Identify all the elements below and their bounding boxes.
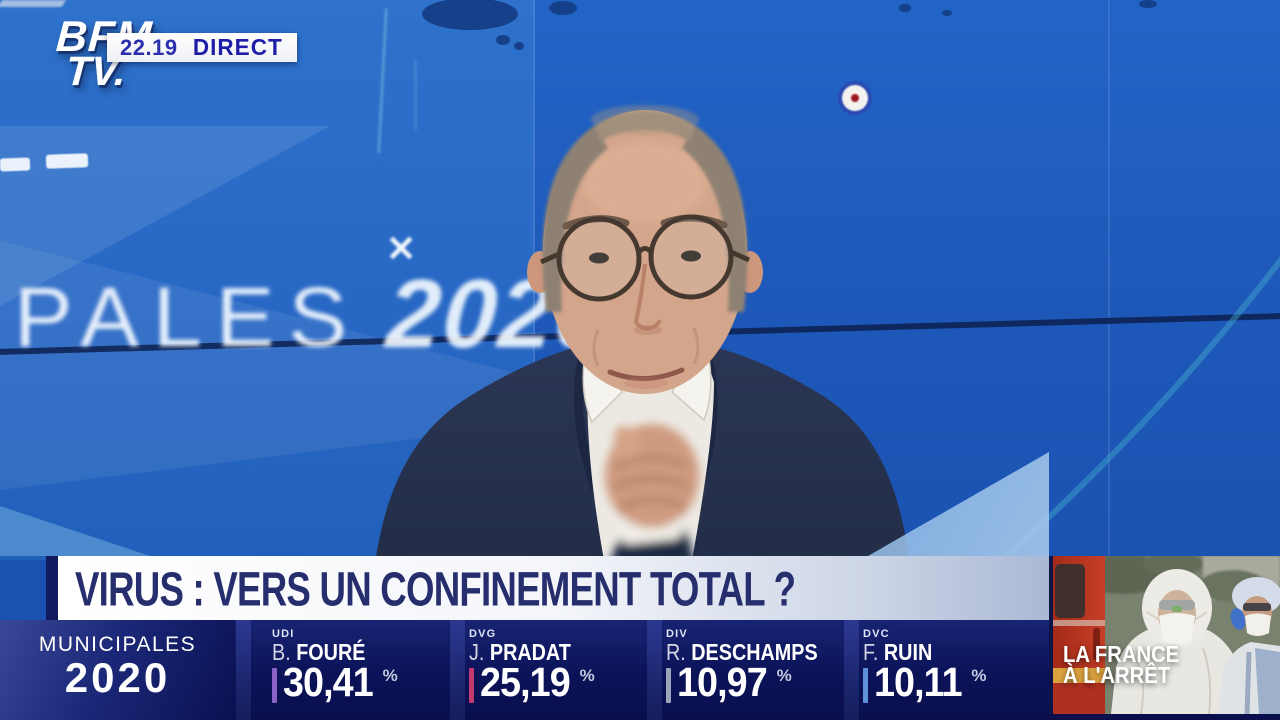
band-divider	[647, 620, 662, 720]
candidate-name: DESCHAMPS	[691, 639, 818, 665]
program-title-line1: MUNICIPALES	[38, 633, 197, 656]
result-value: 25,19	[480, 659, 571, 705]
program-title-block: MUNICIPALES 2020	[0, 620, 235, 720]
result-value: 10,11	[874, 659, 963, 705]
watermark-text-light: PALES	[14, 269, 362, 365]
candidate-name: PRADAT	[489, 639, 571, 665]
band-divider	[450, 620, 465, 720]
result-entry: DVG J. PRADAT 25,19 %	[450, 620, 640, 720]
percent-sign: %	[579, 666, 595, 685]
direct-badge: DIRECT	[193, 34, 284, 60]
result-entry: UDI B. FOURÉ 30,41 %	[253, 620, 443, 720]
party-accent-bar	[469, 668, 474, 703]
result-entry: DIV R. DESCHAMPS 10,97 %	[647, 620, 837, 720]
percent-sign: %	[776, 666, 792, 685]
party-label: DVG	[469, 628, 497, 640]
promo-title: LA FRANCE À L'ARRÊT	[1063, 641, 1180, 688]
roundel-white-ring	[842, 85, 868, 111]
result-value: 30,41	[283, 659, 374, 705]
candidate-name: FOURÉ	[296, 639, 366, 665]
party-label: UDI	[272, 628, 295, 640]
percent-sign: %	[971, 666, 987, 685]
promo-title-line2: À L'ARRÊT	[1063, 662, 1171, 688]
percent-sign: %	[382, 666, 398, 685]
clock-time: 22.19	[120, 34, 178, 60]
program-title-line2: 2020	[64, 654, 171, 701]
candidate-initial: F.	[863, 639, 879, 665]
headline-text: VIRUS : VERS UN CONFINEMENT TOTAL ?	[75, 560, 796, 616]
party-accent-bar	[863, 668, 868, 703]
promo-photo-box	[1049, 556, 1280, 714]
studio-panel-seam	[1108, 0, 1110, 556]
party-accent-bar	[666, 668, 671, 703]
live-bar: 22.19 DIRECT	[107, 33, 297, 62]
roundel-red-dot	[851, 94, 859, 102]
candidate-initial: B.	[272, 639, 291, 665]
candidate-name: RUIN	[883, 639, 933, 665]
map-streak	[414, 60, 417, 130]
result-value: 10,97	[677, 659, 768, 705]
band-divider	[844, 620, 859, 720]
result-entry: DVC F. RUIN 10,11 %	[844, 620, 1034, 720]
headline-banner: VIRUS : VERS UN CONFINEMENT TOTAL ?	[46, 556, 1050, 620]
band-divider	[236, 620, 251, 720]
party-accent-bar	[272, 668, 277, 703]
party-label: DIV	[666, 628, 688, 640]
studio-watermark: PALES 2020	[14, 258, 615, 370]
hazmat-scene-illustration	[1053, 556, 1280, 714]
map-cross-marker: ✕	[386, 228, 417, 269]
promo-title-line1: LA FRANCE	[1063, 641, 1180, 667]
tricolor-roundel-marker	[838, 81, 872, 115]
party-label: DVC	[863, 628, 890, 640]
candidate-initial: J.	[469, 639, 485, 665]
candidate-initial: R.	[666, 639, 686, 665]
